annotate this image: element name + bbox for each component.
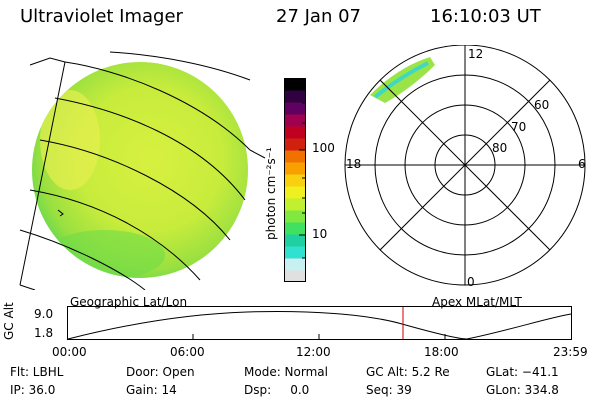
image-date: 27 Jan 07 <box>276 6 361 27</box>
status-mode: Mode: Normal <box>244 365 328 379</box>
geographic-caption: Geographic Lat/Lon <box>70 295 188 309</box>
colorbar-band <box>284 234 306 247</box>
altitude-curve <box>67 311 572 340</box>
colorbar-band <box>284 222 306 235</box>
status-dsp: Dsp: 0.0 <box>244 383 310 397</box>
altitude-timeline-plot <box>67 306 572 340</box>
mlt-label-6: 6 <box>578 157 586 171</box>
time-tick-1800: 18:00 <box>424 345 459 359</box>
colorbar-band <box>284 258 306 271</box>
status-gc-alt: GC Alt: 5.2 Re <box>366 365 450 379</box>
colorbar-band <box>284 90 306 103</box>
colorbar-band <box>284 162 306 175</box>
status-glat: GLat: −41.1 <box>486 365 559 379</box>
mlt-label-18: 18 <box>346 157 362 171</box>
status-glon: GLon: 334.8 <box>486 383 559 397</box>
mlt-label-12: 12 <box>468 47 484 61</box>
time-tick-2359: 23:59 <box>553 345 588 359</box>
polar-grid <box>344 45 586 286</box>
colorbar-band <box>284 210 306 223</box>
time-tick-1200: 12:00 <box>296 345 331 359</box>
altitude-ylabel: GC Alt <box>2 302 16 340</box>
colorbar-band <box>284 138 306 151</box>
intensity-colorbar <box>284 78 306 282</box>
colorbar-band <box>284 114 306 127</box>
status-ip: IP: 36.0 <box>10 383 56 397</box>
earth-image-geographic <box>19 51 266 290</box>
colorbar-band <box>284 150 306 163</box>
altitude-y-top: 9.0 <box>34 307 54 321</box>
colorbar-tick-10: 10 <box>312 227 328 241</box>
colorbar-tick-100: 100 <box>312 141 335 155</box>
status-gain: Gain: 14 <box>126 383 177 397</box>
colorbar-band <box>284 198 306 211</box>
mlt-polar-plot <box>344 45 586 286</box>
colorbar-band <box>284 186 306 199</box>
apex-caption: Apex MLat/MLT <box>432 295 522 309</box>
colorbar-band <box>284 246 306 259</box>
app-title: Ultraviolet Imager <box>20 6 183 27</box>
geo-grid-lines <box>19 51 266 290</box>
image-time: 16:10:03 UT <box>430 6 541 27</box>
colorbar-band <box>284 174 306 187</box>
lat-label-60: 60 <box>534 98 550 112</box>
time-tick-0600: 06:00 <box>170 345 205 359</box>
colorbar-band <box>284 78 306 91</box>
altitude-y-bottom: 1.8 <box>34 326 54 340</box>
lat-label-80: 80 <box>492 141 508 155</box>
colorbar-unit-label: photon cm⁻²s⁻¹ <box>264 147 278 240</box>
colorbar-band <box>284 126 306 139</box>
colorbar-band <box>284 102 306 115</box>
lat-label-70: 70 <box>511 120 527 134</box>
colorbar-band <box>284 270 306 282</box>
status-seq: Seq: 39 <box>366 383 412 397</box>
status-door: Door: Open <box>126 365 195 379</box>
status-flt: Flt: LBHL <box>10 365 64 379</box>
mlt-label-0: 0 <box>467 275 475 289</box>
time-tick-0000: 00:00 <box>52 345 87 359</box>
